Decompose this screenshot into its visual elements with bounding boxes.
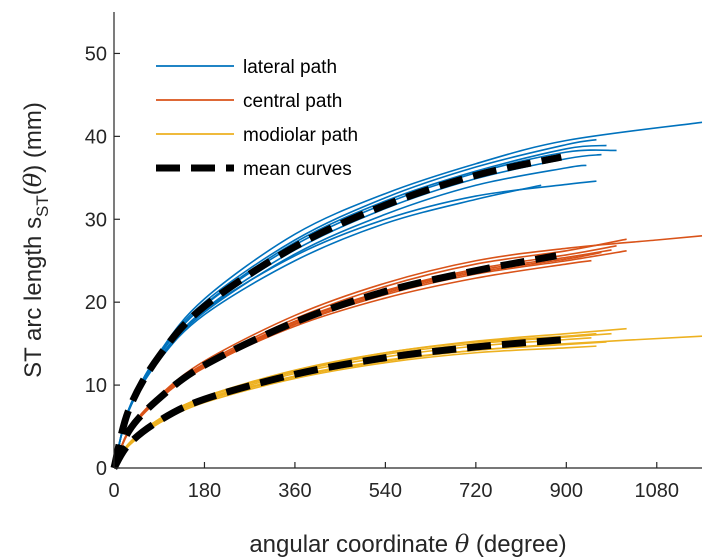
y-ticks: 0 10 20 30 40 50 xyxy=(85,43,120,480)
x-axis-label-prefix: angular coordinate xyxy=(249,531,454,558)
lateral-path-curve-6 xyxy=(113,164,587,469)
x-tick-label: 360 xyxy=(278,480,311,502)
y-tick-label: 20 xyxy=(85,292,107,314)
y-tick-label: 50 xyxy=(85,43,107,65)
x-axis-label: angular coordinate θ (degree) xyxy=(249,530,566,558)
lateral-path-curve-1 xyxy=(113,121,703,469)
modiolar-path-curve-3 xyxy=(113,332,612,469)
central-path-curve-5 xyxy=(113,251,602,469)
x-tick-label: 720 xyxy=(459,480,492,502)
legend-label-lateral-path: lateral path xyxy=(243,57,337,78)
legend-label-central-path: central path xyxy=(243,91,342,112)
y-axis-label-symbol: θ xyxy=(19,172,47,187)
y-tick-label: 0 xyxy=(96,458,107,480)
legend-label-modiolar-path: modiolar path xyxy=(243,125,358,146)
y-axis-label: ST arc length sST(θ) (mm) xyxy=(19,102,52,378)
modiolar-path-curve-7 xyxy=(113,337,592,469)
lateral-path-curve-5 xyxy=(113,153,602,469)
modiolar-path-curve-2 xyxy=(113,327,627,469)
axes: 0 180 360 540 720 900 1080 0 10 20 30 40 50 xyxy=(85,12,702,502)
lateral-path-curve-3 xyxy=(113,144,607,469)
modiolar-path-mean-curve xyxy=(110,336,567,470)
legend-label-mean-curves: mean curves xyxy=(243,159,352,180)
x-tick-label: 0 xyxy=(108,480,119,502)
x-tick-label: 1080 xyxy=(635,480,680,502)
x-tick-label: 180 xyxy=(188,480,221,502)
x-tick-label: 900 xyxy=(550,480,583,502)
series-layer xyxy=(110,121,703,470)
x-tick-label: 540 xyxy=(369,480,402,502)
y-tick-label: 40 xyxy=(85,126,107,148)
central-path-mean-curve xyxy=(110,252,557,470)
y-axis-label-open: ( xyxy=(20,187,47,195)
y-tick-label: 10 xyxy=(85,375,107,397)
x-axis-label-suffix: (degree) xyxy=(469,531,566,558)
x-axis-label-symbol: θ xyxy=(455,530,470,558)
x-ticks: 0 180 360 540 720 900 1080 xyxy=(108,462,679,502)
central-path-curve-2 xyxy=(113,238,627,469)
central-path-curve-7 xyxy=(113,259,592,469)
modiolar-path-curve-4 xyxy=(113,332,597,469)
y-axis-label-prefix: ST arc length s xyxy=(20,217,47,378)
legend: lateral path central path modiolar path mea… xyxy=(156,57,358,180)
y-tick-label: 30 xyxy=(85,209,107,231)
lateral-path-curve-2 xyxy=(113,149,617,469)
y-axis-label-suffix: ) (mm) xyxy=(20,102,47,173)
y-axis-label-subscript: ST xyxy=(33,195,52,217)
lateral-path-mean-curve xyxy=(110,153,563,469)
